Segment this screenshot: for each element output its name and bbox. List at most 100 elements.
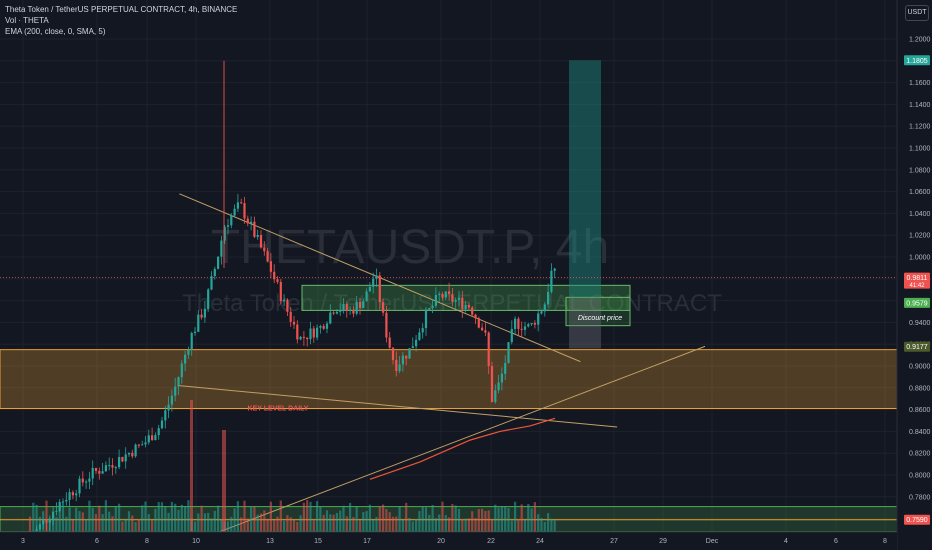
volume-bar [236, 501, 239, 532]
candle-body [190, 332, 193, 350]
candle-body [266, 251, 269, 262]
volume-bar [230, 516, 233, 532]
candle-body [286, 299, 289, 312]
volume-bar [134, 521, 137, 532]
candle-body [385, 312, 388, 338]
volume-bar [38, 516, 41, 532]
volume-bar [484, 510, 487, 532]
volume-bar [302, 502, 305, 532]
candle-body [154, 435, 157, 441]
x-tick-label: 27 [610, 538, 618, 545]
volume-bar [167, 512, 170, 532]
currency-badge[interactable]: USDT [905, 5, 929, 21]
volume-bar [510, 520, 513, 532]
candle-body [471, 307, 474, 315]
candle-body [197, 314, 200, 332]
volume-bar [388, 512, 391, 532]
candle-body [101, 471, 104, 474]
volume-bar [243, 500, 246, 532]
price-tag [904, 55, 930, 66]
volume-bar [306, 500, 309, 532]
volume-bar [391, 516, 395, 532]
volume-bar [401, 519, 404, 532]
candle-body [375, 275, 378, 279]
y-tick-label: 1.0600 [909, 189, 931, 196]
volume-bar [256, 514, 259, 532]
volume-bar [85, 519, 88, 532]
x-tick-label: 10 [192, 538, 200, 545]
volume-bar [375, 516, 378, 532]
volume-bar [382, 504, 385, 532]
candle-body [174, 386, 177, 396]
volume-bar [111, 516, 114, 532]
volume-bar [131, 515, 134, 532]
volume-bar [322, 514, 325, 532]
legend-volume[interactable]: Vol · THETA [5, 16, 49, 25]
price-tag-label: 0.9811 [907, 275, 928, 282]
ema-line [369, 417, 556, 480]
candle-body [507, 342, 510, 363]
volume-bars [28, 400, 556, 532]
y-tick-label: 1.0200 [909, 233, 931, 240]
volume-bar [94, 514, 98, 532]
candle-body [289, 311, 292, 322]
candle-body [55, 510, 58, 512]
candle-body [141, 444, 144, 446]
candle-body [200, 314, 203, 318]
volume-bar [61, 501, 65, 532]
candle-body [444, 291, 447, 298]
y-tick-label: 0.9400 [909, 320, 931, 327]
candle-body [299, 336, 302, 340]
volume-bar [299, 515, 302, 532]
legend-ema[interactable]: EMA (200, close, 0, SMA, 5) [5, 27, 106, 36]
candle-body [177, 377, 180, 387]
candle-body [269, 261, 272, 272]
candle-body [312, 328, 315, 338]
legend-symbol[interactable]: Theta Token / TetherUS PERPETUAL CONTRAC… [5, 5, 238, 14]
candle-body [467, 304, 470, 308]
candle-body [329, 312, 332, 324]
candle-body [520, 328, 523, 330]
volume-bar [253, 506, 256, 532]
candle-body [441, 294, 444, 298]
candle-body [382, 302, 385, 313]
candle-body [246, 218, 249, 224]
volume-bar [250, 506, 253, 532]
volume-bar [273, 520, 276, 532]
volume-bar [434, 518, 437, 532]
volume-bar [514, 501, 517, 532]
volume-bar [259, 513, 263, 532]
candle-body [530, 322, 533, 325]
volume-bar [240, 517, 243, 532]
volume-bar [497, 507, 500, 532]
y-tick-label: 0.8800 [909, 385, 931, 392]
candle-body [550, 270, 553, 292]
volume-bar [58, 504, 61, 532]
candle-body [527, 324, 530, 327]
candle-body [127, 452, 131, 455]
candle-body [378, 275, 381, 303]
volume-bar [71, 520, 74, 532]
volume-bar [207, 512, 210, 532]
candle-body [88, 478, 91, 482]
candle-body [388, 337, 391, 348]
candle-body [487, 332, 490, 367]
volume-bar [65, 516, 68, 532]
volume-bar [180, 504, 183, 532]
y-tick-label: 1.1000 [909, 146, 931, 153]
candle-body [65, 499, 68, 502]
volume-bar [438, 514, 441, 532]
volume-bar [220, 519, 223, 532]
candle-body [547, 291, 550, 305]
candle-body [421, 328, 424, 333]
volume-bar [345, 516, 348, 532]
candle-body [226, 225, 230, 227]
volume-bar [530, 508, 533, 532]
volume-bar [32, 502, 35, 532]
volume-bar [398, 506, 401, 532]
candle-body [85, 481, 88, 483]
price-tag [904, 297, 930, 308]
volume-bar [187, 500, 190, 532]
candle-body [540, 311, 543, 314]
